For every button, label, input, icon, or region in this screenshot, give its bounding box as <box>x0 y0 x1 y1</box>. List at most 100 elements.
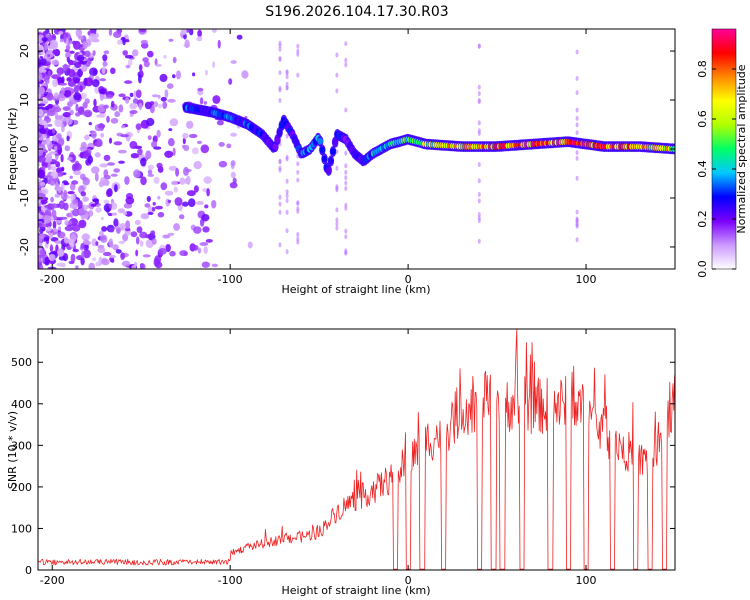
spectrogram-noise-cell <box>169 118 179 127</box>
spectrogram-noise-cell <box>81 250 85 259</box>
spectrogram-xtick-label: 0 <box>405 273 412 286</box>
spectrogram-streak-cell <box>335 221 339 227</box>
spectrogram-noise-cell <box>206 188 210 197</box>
spectrogram-noise-cell <box>103 154 111 162</box>
spectrogram-noise-cell <box>51 128 56 134</box>
spectrogram-noise-cell <box>38 108 44 117</box>
spectrogram-noise-cell <box>42 30 47 38</box>
spectrogram-noise-cell <box>58 150 62 156</box>
spectrogram-noise-cell <box>94 199 99 205</box>
snr-ytick-label: 0 <box>25 564 32 577</box>
spectrogram-noise-cell <box>38 103 46 107</box>
spectrogram-ridge-cell <box>328 157 334 165</box>
spectrogram-noise-cell <box>203 101 208 105</box>
spectrogram-noise-cell <box>68 260 75 265</box>
spectrogram-streak-cell <box>477 91 481 97</box>
snr-series-line <box>38 329 675 570</box>
spectrogram-noise-cell <box>90 203 97 207</box>
spectrogram-streak-cell <box>335 72 339 78</box>
spectrogram-noise-cell <box>79 220 85 227</box>
spectrogram-streak-cell <box>335 52 339 58</box>
spectrogram-noise-cell <box>187 198 196 208</box>
spectrogram-noise-cell <box>156 162 163 169</box>
spectrogram-noise-cell <box>38 155 46 163</box>
spectrogram-streak-cell <box>285 156 289 162</box>
spectrogram-noise-cell <box>172 147 176 156</box>
spectrogram-noise-cell <box>48 254 56 261</box>
spectrogram-noise-cell <box>186 190 196 197</box>
spectrogram-noise-cell <box>44 42 48 51</box>
spectrogram-noise-cell <box>80 64 88 72</box>
spectrogram-noise-cell <box>135 123 142 130</box>
spectrogram-noise-cell <box>38 234 45 240</box>
spectrogram-noise-cell <box>97 247 106 254</box>
spectrogram-noise-cell <box>121 260 131 267</box>
spectrogram-noise-cell <box>50 203 59 209</box>
spectrogram-noise-cell <box>193 185 199 193</box>
spectrogram-noise-cell <box>39 58 47 66</box>
spectrogram-noise-cell <box>217 120 224 126</box>
spectrogram-noise-cell <box>91 166 100 174</box>
spectrogram-noise-cell <box>106 94 114 99</box>
spectrogram-noise-cell <box>46 137 51 145</box>
spectrogram-streak-cell <box>296 51 300 57</box>
spectrogram-noise-cell <box>71 224 81 232</box>
spectrogram-noise-cell <box>52 220 57 230</box>
spectrogram-noise-cell <box>68 220 73 226</box>
spectrogram-noise-cell <box>147 211 154 215</box>
spectrogram-noise-cell <box>124 176 130 185</box>
spectrogram-streak-cell <box>575 175 579 181</box>
spectrogram-noise-cell <box>103 50 110 55</box>
spectrogram-noise-cell <box>201 261 210 268</box>
spectrogram-noise-cell <box>101 66 106 75</box>
spectrogram-streak-cell <box>477 218 481 224</box>
spectrogram-noise-cell <box>72 248 79 253</box>
spectrogram-streak-cell <box>477 84 481 90</box>
spectrogram-noise-cell <box>153 176 160 184</box>
spectrogram-streak-cell <box>344 180 348 186</box>
spectrogram-noise-cell <box>184 39 190 49</box>
spectrogram-noise-cell <box>82 41 88 49</box>
spectrogram-noise-cell <box>108 137 113 144</box>
spectrogram-noise-cell <box>140 176 147 186</box>
spectrogram-streak-cell <box>335 165 339 171</box>
spectrogram-ytick-label: 0 <box>18 146 31 153</box>
spectrogram-noise-cell <box>75 103 79 112</box>
spectrogram-noise-cell <box>138 64 143 72</box>
spectrogram-noise-cell <box>124 54 134 59</box>
spectrogram-noise-cell <box>121 125 126 129</box>
spectrogram-noise-cell <box>179 250 188 257</box>
spectrogram-noise-cell <box>196 36 203 42</box>
spectrogram-noise-cell <box>129 102 138 110</box>
spectrogram-noise-cell <box>62 253 69 262</box>
spectrogram-noise-cell <box>182 132 189 139</box>
spectrogram-noise-cell <box>53 106 62 113</box>
spectrogram-streak-cell <box>335 149 339 155</box>
spectrogram-noise-cell <box>138 102 143 111</box>
spectrogram-noise-cell <box>236 34 243 40</box>
spectrogram-noise-cell <box>80 257 85 266</box>
spectrogram-noise-cell <box>118 240 126 244</box>
spectrogram-streak-cell <box>296 169 300 175</box>
spectrogram-streak-cell <box>285 133 289 139</box>
spectrogram-noise-cell <box>38 120 47 126</box>
spectrogram-noise-cell <box>38 257 42 263</box>
spectrogram-noise-cell <box>73 170 81 176</box>
spectrogram-noise-cell <box>38 66 44 74</box>
snr-xtick-label: -200 <box>40 574 65 587</box>
spectrogram-noise-cell <box>58 200 65 210</box>
spectrogram-noise-cell <box>38 193 46 198</box>
spectrogram-noise-cell <box>117 39 124 45</box>
spectrogram-noise-cell <box>93 68 98 76</box>
spectrogram-noise-cell <box>106 115 110 123</box>
spectrogram-noise-cell <box>47 70 51 79</box>
spectrogram-noise-cell <box>82 196 89 202</box>
spectrogram-noise-cell <box>147 205 153 214</box>
spectrogram-noise-cell <box>110 244 118 249</box>
spectrogram-streak-cell <box>344 62 348 68</box>
spectrogram-streak-cell <box>575 150 579 156</box>
spectrogram-noise-cell <box>137 148 143 156</box>
spectrogram-noise-cell <box>151 206 156 212</box>
snr-panel: -200 -100 0 100 0 100 200 300 400 500 Height of s… <box>6 328 676 597</box>
spectrogram-noise-cell <box>75 265 79 269</box>
